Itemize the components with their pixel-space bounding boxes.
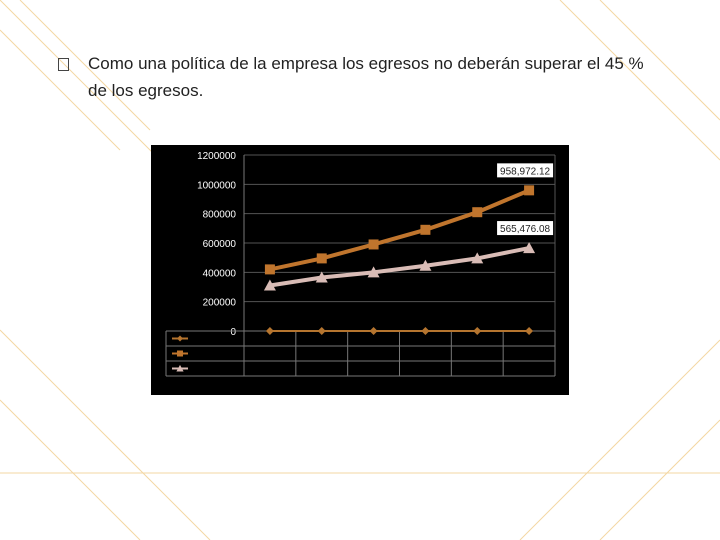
data-label-box [497, 163, 554, 178]
data-point [315, 271, 328, 283]
y-tick-label: 1200000 [197, 151, 236, 162]
line-chart: 1200000 1000000 800000 600000 400000 200000 0 … [151, 145, 569, 395]
data-point [368, 239, 379, 250]
legend-key-marker [177, 350, 183, 357]
chart-background [151, 145, 569, 395]
series-line [269, 188, 530, 272]
y-tick-label: 0 [230, 327, 236, 338]
y-tick-label: 600000 [203, 239, 237, 250]
y-tick-label: 200000 [203, 298, 237, 309]
data-point [421, 327, 430, 335]
data-label-box [497, 221, 554, 236]
bullet-text: Como una política de la empresa los egre… [88, 54, 644, 100]
legend-key-marker [176, 364, 184, 372]
legend-key-marker [177, 335, 183, 342]
y-tick-label: 800000 [203, 210, 237, 221]
data-point [524, 185, 535, 196]
y-tick-label: 1000000 [197, 180, 236, 191]
data-point [369, 327, 378, 335]
data-point [317, 327, 326, 335]
square-bullet-icon [58, 58, 69, 71]
chart-svg: 120000010000008000006000004000002000000 … [151, 145, 569, 395]
data-label: 565,476.08 [500, 224, 550, 235]
y-tick-label: 400000 [203, 268, 237, 279]
data-point [525, 327, 534, 335]
data-point [263, 279, 276, 291]
data-point [473, 327, 482, 335]
series-line [269, 246, 530, 288]
data-point [523, 242, 536, 254]
data-point [316, 253, 327, 264]
data-point [419, 259, 432, 271]
data-point [265, 327, 274, 335]
data-point [264, 264, 275, 275]
data-label: 958,972.12 [500, 166, 550, 177]
data-point [471, 252, 484, 264]
data-point [367, 266, 380, 278]
data-point [420, 224, 431, 235]
data-point [472, 207, 483, 218]
